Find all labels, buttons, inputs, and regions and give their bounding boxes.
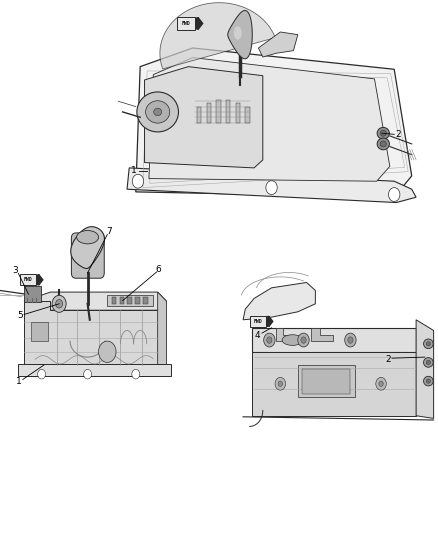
Ellipse shape (426, 360, 431, 365)
Polygon shape (252, 352, 416, 416)
Bar (250, 316, 266, 327)
Circle shape (132, 174, 144, 188)
Ellipse shape (424, 376, 433, 386)
Bar (216, 100, 221, 123)
Circle shape (132, 369, 140, 379)
Polygon shape (311, 328, 333, 341)
Circle shape (379, 381, 383, 386)
Bar (31, 322, 48, 341)
Polygon shape (252, 328, 416, 352)
Bar (24, 286, 41, 302)
Circle shape (264, 333, 275, 347)
Text: 6: 6 (155, 265, 162, 273)
Circle shape (56, 300, 63, 308)
Text: 7: 7 (106, 228, 113, 236)
Polygon shape (136, 48, 412, 197)
Bar (302, 369, 350, 394)
Ellipse shape (377, 127, 389, 139)
Polygon shape (145, 67, 263, 168)
Polygon shape (127, 168, 416, 203)
Bar (18, 364, 171, 376)
Text: 2: 2 (385, 356, 391, 364)
Circle shape (389, 188, 400, 201)
Ellipse shape (137, 92, 179, 132)
Ellipse shape (377, 138, 389, 150)
Bar (207, 103, 211, 123)
Polygon shape (149, 58, 390, 181)
Text: 3: 3 (12, 266, 18, 275)
Bar (236, 103, 240, 123)
FancyArrow shape (267, 316, 273, 327)
Bar (20, 274, 36, 286)
Bar (112, 297, 116, 304)
Ellipse shape (380, 130, 386, 136)
Ellipse shape (380, 141, 386, 147)
Text: 4: 4 (255, 332, 260, 340)
Ellipse shape (154, 108, 162, 116)
Polygon shape (416, 320, 434, 418)
Text: 5: 5 (18, 311, 24, 320)
Bar (143, 297, 148, 304)
Bar (245, 107, 250, 123)
Circle shape (84, 369, 92, 379)
Ellipse shape (426, 342, 431, 346)
Bar (107, 295, 153, 306)
Polygon shape (160, 3, 275, 69)
Ellipse shape (426, 379, 431, 383)
Circle shape (345, 333, 356, 347)
Text: FWD: FWD (182, 21, 191, 26)
FancyArrow shape (37, 274, 43, 285)
Bar (226, 100, 230, 123)
FancyArrow shape (196, 18, 203, 29)
Polygon shape (243, 282, 315, 320)
Circle shape (376, 377, 386, 390)
Circle shape (275, 377, 286, 390)
Ellipse shape (77, 230, 99, 244)
Polygon shape (24, 301, 158, 365)
Circle shape (301, 337, 306, 343)
Text: 2: 2 (396, 130, 401, 139)
Bar (197, 107, 201, 123)
Circle shape (298, 333, 309, 347)
Bar (135, 297, 140, 304)
Circle shape (267, 337, 272, 343)
Circle shape (52, 295, 66, 312)
Ellipse shape (424, 339, 433, 349)
Bar (298, 365, 355, 397)
Text: FWD: FWD (254, 319, 262, 324)
Circle shape (348, 337, 353, 343)
Polygon shape (276, 328, 289, 341)
FancyBboxPatch shape (71, 233, 104, 278)
Bar (177, 17, 195, 30)
Polygon shape (258, 32, 298, 57)
Text: 1: 1 (16, 377, 22, 386)
Circle shape (278, 381, 283, 386)
Bar (127, 297, 132, 304)
Polygon shape (24, 292, 166, 310)
Text: 1: 1 (131, 166, 137, 175)
Circle shape (266, 181, 277, 195)
Ellipse shape (424, 358, 433, 367)
Text: FWD: FWD (24, 277, 32, 282)
Circle shape (38, 369, 46, 379)
Ellipse shape (282, 335, 303, 345)
Polygon shape (228, 11, 252, 59)
Bar (120, 297, 124, 304)
Polygon shape (71, 227, 104, 269)
Ellipse shape (234, 26, 242, 40)
Circle shape (99, 341, 116, 362)
Ellipse shape (145, 101, 170, 123)
Polygon shape (158, 292, 166, 365)
